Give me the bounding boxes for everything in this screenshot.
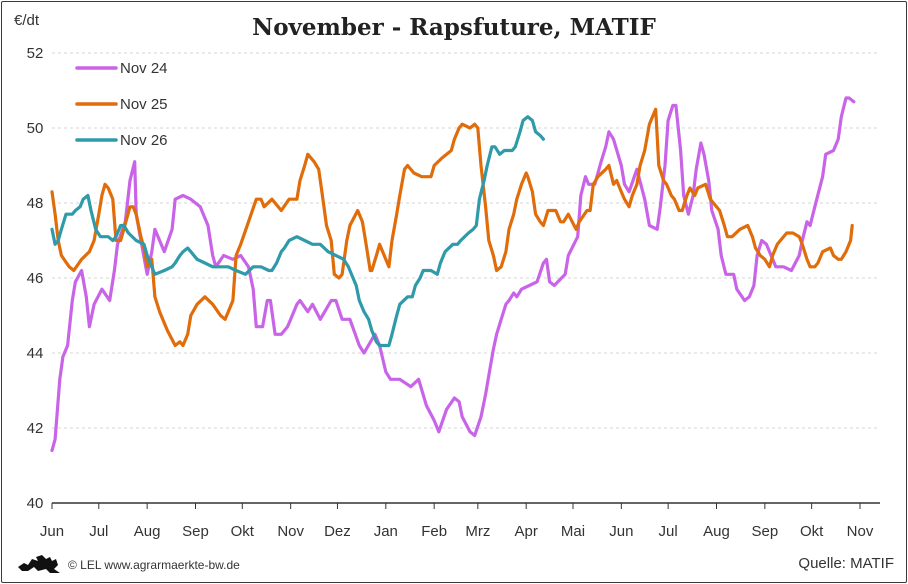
copyright-text: © LEL www.agrarmaerkte-bw.de	[68, 558, 240, 572]
series-line-nov-24	[50, 96, 856, 453]
x-tick-label: Sep	[751, 523, 778, 540]
x-tick-label: Okt	[231, 523, 255, 540]
x-tick-label: Jun	[40, 523, 64, 540]
y-tick-label: 46	[27, 270, 44, 287]
x-tick-label: Nov	[847, 523, 874, 540]
x-tick-label: Feb	[421, 523, 447, 540]
x-tick-label: Aug	[134, 523, 161, 540]
legend-label: Nov 26	[120, 132, 168, 149]
x-tick-label: Sep	[182, 523, 209, 540]
legend-label: Nov 25	[120, 96, 168, 113]
y-tick-label: 40	[27, 495, 44, 512]
x-tick-label: Jan	[374, 523, 398, 540]
y-tick-label: 52	[27, 45, 44, 62]
x-tick-label: Aug	[703, 523, 730, 540]
x-tick-label: Okt	[800, 523, 824, 540]
y-tick-label: 50	[27, 120, 44, 137]
source-text: Quelle: MATIF	[798, 555, 894, 572]
y-axis-unit: €/dt	[14, 12, 40, 29]
x-tick-label: Mai	[561, 523, 585, 540]
x-tick-label: Jul	[659, 523, 678, 540]
y-tick-label: 42	[27, 420, 44, 437]
chart-title: November - Rapsfuture, MATIF	[252, 14, 656, 41]
x-tick-label: Apr	[515, 523, 538, 540]
y-tick-label: 48	[27, 195, 44, 212]
lion-logo-icon	[18, 555, 60, 573]
y-tick-label: 44	[27, 345, 44, 362]
x-tick-label: Jul	[89, 523, 108, 540]
x-tick-label: Mrz	[465, 523, 490, 540]
x-tick-label: Jun	[609, 523, 633, 540]
x-tick-label: Nov	[277, 523, 304, 540]
x-tick-label: Dez	[324, 523, 351, 540]
series-line-nov-25	[50, 107, 854, 348]
legend-label: Nov 24	[120, 60, 168, 77]
series-line-nov-26	[50, 115, 545, 348]
